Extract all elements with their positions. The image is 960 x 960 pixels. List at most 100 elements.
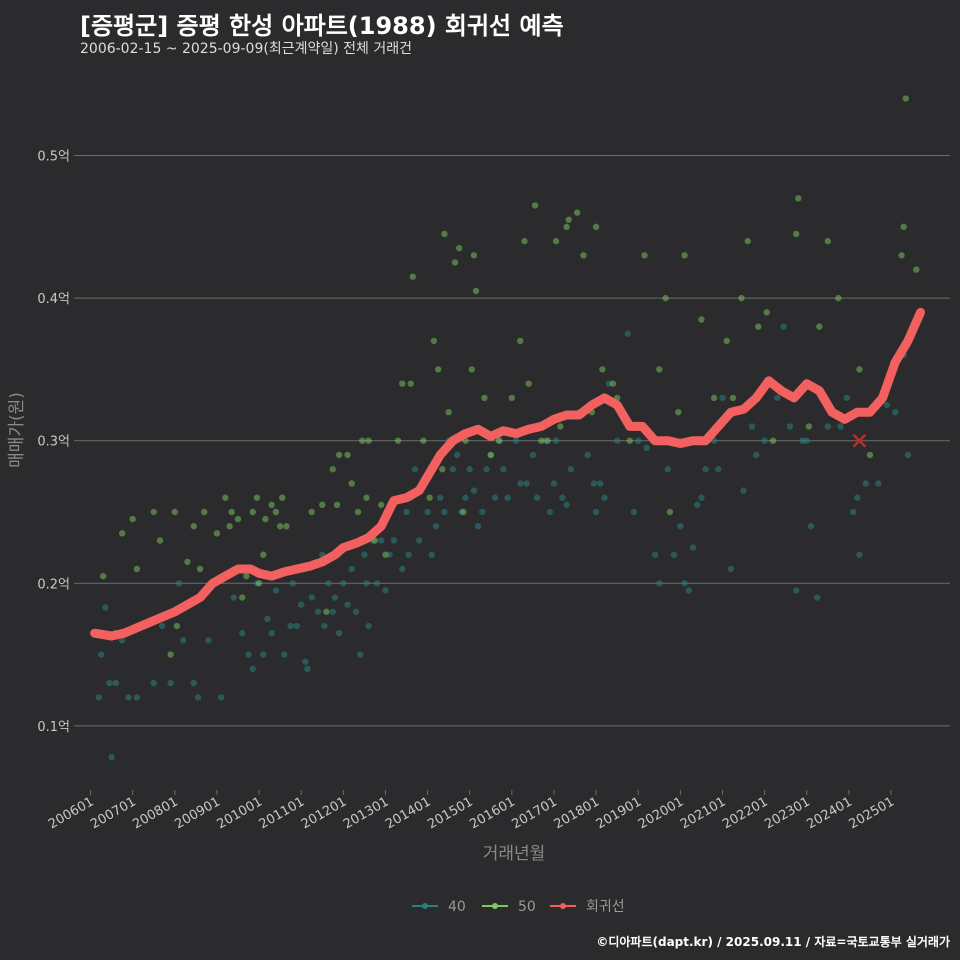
data-point-50 bbox=[609, 380, 617, 387]
data-point-50 bbox=[407, 380, 414, 387]
data-point-50 bbox=[641, 252, 648, 259]
data-point-50 bbox=[228, 508, 235, 516]
data-point-50 bbox=[460, 508, 467, 516]
data-point-40 bbox=[365, 622, 372, 630]
data-point-50 bbox=[487, 451, 494, 459]
data-point-50 bbox=[866, 451, 874, 459]
data-point-40 bbox=[719, 394, 726, 402]
data-point-40 bbox=[630, 508, 638, 516]
x-tick-label: 201601 bbox=[467, 794, 517, 832]
data-point-50 bbox=[394, 437, 402, 444]
legend-item-40-label: 40 bbox=[448, 899, 466, 915]
data-point-40 bbox=[441, 508, 448, 516]
data-point-40 bbox=[624, 330, 631, 337]
data-point-50 bbox=[150, 508, 157, 516]
x-tick-label: 201801 bbox=[552, 794, 602, 832]
data-point-40 bbox=[102, 604, 109, 611]
data-point-50 bbox=[255, 580, 263, 587]
data-point-50 bbox=[468, 366, 476, 373]
x-axis-label: 거래년월 bbox=[483, 844, 546, 864]
data-point-40 bbox=[340, 580, 347, 587]
x-tick-label: 202501 bbox=[847, 794, 897, 832]
data-point-50 bbox=[531, 202, 539, 209]
data-point-50 bbox=[517, 337, 524, 345]
data-point-50 bbox=[835, 294, 842, 302]
data-point-40 bbox=[824, 423, 832, 430]
data-point-40 bbox=[727, 565, 735, 573]
data-point-40 bbox=[854, 494, 861, 501]
data-point-50 bbox=[262, 515, 269, 523]
data-point-50 bbox=[222, 494, 229, 501]
data-point-40 bbox=[504, 494, 511, 501]
data-point-40 bbox=[904, 451, 912, 459]
data-point-50 bbox=[573, 209, 581, 216]
data-point-50 bbox=[213, 530, 221, 537]
data-point-40 bbox=[335, 629, 343, 637]
legend-item-50-marker bbox=[492, 903, 498, 909]
data-point-40 bbox=[314, 608, 322, 615]
data-point-40 bbox=[133, 694, 141, 701]
data-point-40 bbox=[321, 622, 328, 630]
data-point-40 bbox=[205, 637, 212, 644]
x-tick-label: 202201 bbox=[720, 794, 770, 832]
data-point-50 bbox=[445, 408, 452, 416]
data-point-40 bbox=[550, 480, 558, 487]
legend-item-regression-marker bbox=[560, 903, 566, 909]
data-point-40 bbox=[685, 587, 692, 594]
data-point-40 bbox=[466, 466, 473, 473]
data-point-40 bbox=[523, 480, 530, 487]
data-point-40 bbox=[424, 508, 431, 516]
data-point-40 bbox=[415, 537, 423, 544]
data-point-40 bbox=[559, 494, 566, 501]
data-point-40 bbox=[793, 587, 800, 594]
data-point-40 bbox=[106, 679, 113, 687]
data-point-40 bbox=[677, 523, 684, 530]
data-point-50 bbox=[426, 494, 433, 501]
data-point-50 bbox=[681, 252, 688, 259]
data-point-50 bbox=[824, 237, 832, 245]
data-point-40 bbox=[108, 754, 115, 761]
data-point-40 bbox=[363, 580, 370, 587]
data-point-40 bbox=[260, 651, 267, 658]
data-point-40 bbox=[892, 408, 899, 416]
data-point-40 bbox=[308, 594, 315, 601]
data-point-40 bbox=[297, 601, 305, 608]
data-point-50 bbox=[439, 466, 446, 473]
data-point-40 bbox=[405, 551, 412, 558]
data-point-40 bbox=[715, 466, 722, 473]
data-point-50 bbox=[253, 494, 261, 501]
data-point-40 bbox=[190, 679, 197, 687]
series-40-points bbox=[95, 323, 912, 761]
data-point-40 bbox=[230, 594, 237, 601]
data-point-50 bbox=[420, 437, 427, 444]
data-point-50 bbox=[552, 237, 560, 245]
data-point-40 bbox=[843, 394, 850, 402]
x-tick-label: 201401 bbox=[383, 794, 433, 832]
data-point-40 bbox=[428, 551, 435, 558]
data-point-40 bbox=[601, 494, 608, 501]
data-point-40 bbox=[856, 551, 863, 558]
data-point-40 bbox=[807, 523, 815, 530]
data-point-50 bbox=[793, 230, 800, 238]
x-tick-label: 202401 bbox=[804, 794, 854, 832]
data-point-50 bbox=[599, 366, 606, 373]
data-point-50 bbox=[184, 558, 191, 566]
data-point-50 bbox=[430, 337, 438, 345]
data-point-50 bbox=[521, 237, 528, 245]
data-point-40 bbox=[382, 587, 389, 594]
data-point-40 bbox=[118, 637, 126, 644]
data-point-50 bbox=[769, 437, 777, 444]
data-point-50 bbox=[329, 466, 336, 473]
data-point-40 bbox=[500, 466, 507, 473]
data-point-40 bbox=[304, 665, 311, 673]
data-point-50 bbox=[902, 95, 909, 102]
data-point-50 bbox=[763, 309, 770, 316]
data-point-40 bbox=[329, 608, 336, 615]
data-point-50 bbox=[675, 408, 682, 416]
data-point-50 bbox=[156, 537, 164, 544]
data-point-40 bbox=[453, 451, 461, 459]
x-tick-label: 201101 bbox=[257, 794, 307, 832]
data-point-40 bbox=[584, 451, 591, 459]
data-point-50 bbox=[434, 366, 442, 373]
